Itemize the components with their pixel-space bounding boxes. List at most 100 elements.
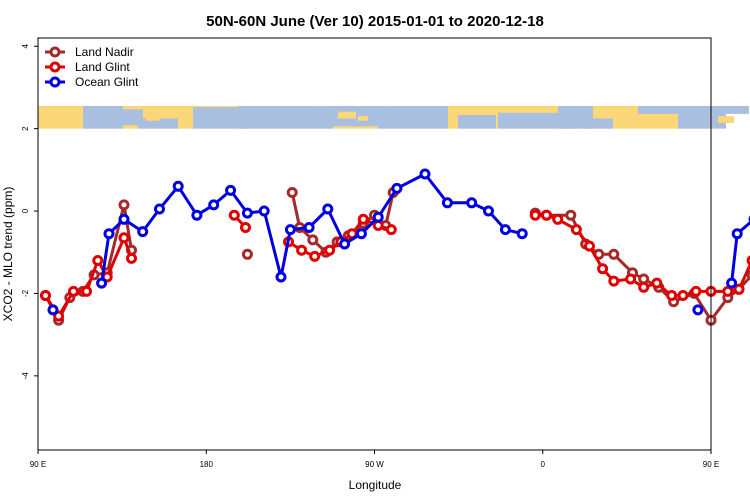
data-point bbox=[118, 213, 130, 225]
map-band-ocean bbox=[678, 113, 726, 129]
data-point bbox=[154, 203, 165, 215]
data-point bbox=[357, 213, 369, 225]
data-point bbox=[466, 197, 478, 209]
legend-item-land-nadir: Land Nadir bbox=[45, 45, 134, 59]
data-point bbox=[483, 205, 494, 217]
data-point bbox=[570, 224, 582, 236]
data-point bbox=[651, 277, 663, 289]
map-band-ocean bbox=[638, 105, 749, 114]
x-tick-label: 180 bbox=[200, 460, 214, 469]
y-axis-label: XCO2 - MLO trend (ppm) bbox=[1, 187, 15, 322]
data-point bbox=[372, 211, 384, 223]
data-point bbox=[726, 277, 738, 289]
map-band-island bbox=[338, 111, 356, 119]
data-point bbox=[733, 283, 745, 295]
data-point bbox=[53, 310, 65, 322]
data-point bbox=[240, 222, 251, 233]
data-point bbox=[322, 203, 334, 215]
data-point bbox=[355, 228, 367, 240]
x-tick-label: 90 E bbox=[703, 460, 719, 469]
data-point bbox=[241, 207, 253, 219]
data-point bbox=[608, 248, 620, 260]
legend-marker bbox=[49, 61, 61, 73]
legend-label: Land Nadir bbox=[75, 45, 134, 59]
data-point bbox=[552, 213, 564, 225]
series-line bbox=[535, 211, 750, 322]
data-point bbox=[296, 244, 308, 256]
data-point bbox=[722, 285, 734, 297]
map-band-island bbox=[146, 112, 160, 121]
data-point bbox=[275, 271, 287, 283]
map-band-ocean bbox=[113, 109, 143, 126]
data-point bbox=[565, 209, 577, 221]
data-point bbox=[625, 273, 637, 285]
data-point bbox=[92, 255, 104, 266]
data-point bbox=[541, 209, 552, 221]
y-tick-label: 0 bbox=[21, 208, 30, 213]
data-point bbox=[40, 290, 51, 301]
series-line bbox=[730, 220, 750, 284]
data-point bbox=[385, 224, 397, 236]
y-tick-label: -2 bbox=[21, 289, 30, 297]
legend-marker bbox=[49, 46, 61, 58]
x-tick-label: 0 bbox=[541, 460, 546, 469]
x-axis-label: Longitude bbox=[349, 478, 402, 492]
legend-item-land-glint: Land Glint bbox=[45, 60, 130, 74]
map-band-ocean bbox=[138, 118, 178, 129]
legend-marker bbox=[49, 76, 61, 88]
legend-item-ocean-glint: Ocean Glint bbox=[45, 75, 139, 89]
data-point bbox=[103, 228, 115, 240]
data-point bbox=[118, 232, 130, 244]
data-point bbox=[666, 290, 678, 301]
data-point bbox=[303, 222, 315, 233]
chart-title: 50N-60N June (Ver 10) 2015-01-01 to 2020… bbox=[206, 13, 544, 30]
data-point bbox=[225, 184, 237, 196]
map-band-ocean bbox=[193, 107, 248, 129]
data-point bbox=[499, 224, 511, 236]
data-point bbox=[68, 285, 79, 297]
y-tick-label: 2 bbox=[21, 126, 30, 131]
data-point bbox=[309, 250, 321, 262]
map-band-ocean bbox=[378, 105, 448, 129]
data-point bbox=[96, 277, 108, 289]
series-ocean-glint bbox=[47, 168, 750, 316]
legend-label: Land Glint bbox=[75, 60, 130, 74]
data-point bbox=[126, 252, 137, 264]
data-point bbox=[258, 205, 270, 217]
map-band-island bbox=[598, 110, 610, 118]
y-tick-label: -4 bbox=[21, 372, 30, 380]
data-point bbox=[690, 285, 702, 297]
data-point bbox=[172, 180, 184, 192]
axes: 90 E 180 90 W 0 90 E -4 -2 0 2 4 bbox=[21, 37, 719, 469]
data-point bbox=[118, 199, 130, 211]
data-point bbox=[692, 304, 704, 316]
data-point bbox=[638, 281, 650, 293]
data-point bbox=[441, 197, 453, 209]
data-point bbox=[584, 240, 595, 252]
data-point bbox=[208, 199, 220, 211]
data-point bbox=[597, 263, 609, 275]
data-point bbox=[307, 234, 319, 246]
legend-label: Ocean Glint bbox=[75, 75, 139, 89]
data-point bbox=[391, 182, 403, 194]
world-map-band bbox=[38, 105, 749, 129]
map-band-island bbox=[718, 116, 734, 123]
series-line bbox=[44, 236, 133, 318]
data-point bbox=[516, 228, 528, 240]
series-land-glint bbox=[40, 209, 750, 322]
map-band-ocean bbox=[458, 115, 496, 129]
plot-frame bbox=[37, 37, 712, 451]
data-point bbox=[731, 228, 743, 240]
x-tick-label: 90 W bbox=[365, 460, 384, 469]
data-point bbox=[228, 209, 240, 221]
data-point bbox=[241, 248, 253, 260]
data-point bbox=[81, 285, 93, 297]
data-point bbox=[339, 238, 351, 250]
data-point bbox=[286, 187, 298, 198]
map-band-ocean bbox=[498, 112, 573, 129]
data-point bbox=[677, 290, 689, 301]
data-point bbox=[529, 209, 541, 221]
map-band-island bbox=[358, 116, 368, 121]
data-point bbox=[324, 244, 336, 256]
